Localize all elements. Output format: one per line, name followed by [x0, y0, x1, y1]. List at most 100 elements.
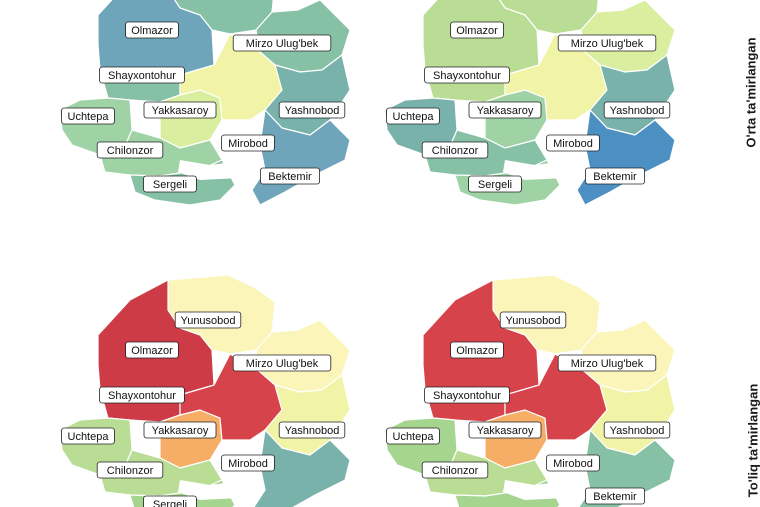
label-chilonzor: Chilonzor: [96, 141, 164, 159]
label-box: [232, 34, 332, 52]
map-panel-3: Yunusobod Olmazor Mirzo Ulug'bek Shayxontoh…: [59, 274, 351, 507]
label-text-mirzo: Mirzo Ulug'bek: [571, 358, 644, 370]
label-box: [278, 421, 346, 439]
label-box: [174, 311, 242, 329]
label-box: [450, 341, 504, 359]
label-yunusobod: Yunusobod: [499, 311, 567, 329]
label-box: [450, 21, 504, 39]
label-box: [421, 461, 489, 479]
label-box: [143, 101, 217, 119]
label-yakkasaroy: Yakkasaroy: [143, 421, 217, 439]
label-box: [603, 421, 671, 439]
label-yakkasaroy: Yakkasaroy: [143, 101, 217, 119]
label-text-sergeli: Sergeli: [478, 179, 512, 191]
district-bektemir: [253, 429, 351, 507]
label-box: [143, 175, 197, 193]
label-box: [557, 34, 657, 52]
label-text-olmazor: Olmazor: [131, 25, 173, 37]
row-label-bottom: To'liq ta'mirlangan: [745, 383, 760, 497]
label-text-chilonzor: Chilonzor: [107, 465, 154, 477]
label-yunusobod: Yunusobod: [174, 311, 242, 329]
label-box: [125, 21, 179, 39]
label-box: [424, 66, 510, 84]
label-shayxontohur: Shayxontohur: [99, 386, 185, 404]
label-text-shayxontohur: Shayxontohur: [433, 390, 501, 402]
label-text-bektemir: Bektemir: [593, 491, 637, 503]
label-text-mirzo: Mirzo Ulug'bek: [246, 38, 319, 50]
label-chilonzor: Chilonzor: [421, 141, 489, 159]
label-mirzo: Mirzo Ulug'bek: [557, 34, 657, 52]
label-box: [96, 461, 164, 479]
label-olmazor: Olmazor: [125, 341, 179, 359]
label-text-bektemir: Bektemir: [593, 171, 637, 183]
label-text-shayxontohur: Shayxontohur: [433, 70, 501, 82]
district-mirobod: [179, 33, 283, 121]
map-panel-1: Olmazor Shayxontohur Uchtepa Yakkasaroy Mirz…: [59, 0, 351, 206]
label-box: [584, 167, 645, 185]
label-text-olmazor: Olmazor: [456, 25, 498, 37]
label-text-yashnobod: Yashnobod: [610, 425, 665, 437]
label-text-yunusobod: Yunusobod: [180, 315, 235, 327]
label-yashnobod: Yashnobod: [603, 421, 671, 439]
label-text-chilonzor: Chilonzor: [107, 145, 154, 157]
label-box: [96, 141, 164, 159]
district-yakkasaroy: [159, 89, 223, 149]
label-mirobod: Mirobod: [546, 134, 600, 152]
label-uchtepa: Uchtepa: [386, 427, 440, 445]
label-text-uchtepa: Uchtepa: [393, 431, 435, 443]
label-text-yashnobod: Yashnobod: [285, 105, 340, 117]
label-box: [221, 134, 275, 152]
label-box: [584, 487, 645, 505]
label-box: [386, 107, 440, 125]
label-text-chilonzor: Chilonzor: [432, 145, 479, 157]
label-olmazor: Olmazor: [450, 341, 504, 359]
label-sergeli: Sergeli: [143, 495, 197, 507]
label-yashnobod: Yashnobod: [278, 421, 346, 439]
label-box: [603, 101, 671, 119]
label-box: [232, 354, 332, 372]
district-yakkasaroy: [484, 89, 548, 149]
label-text-mirzo: Mirzo Ulug'bek: [571, 38, 644, 50]
label-olmazor: Olmazor: [125, 21, 179, 39]
district-mirobod: [504, 353, 608, 441]
label-text-mirobod: Mirobod: [228, 458, 268, 470]
label-sergeli: Sergeli: [143, 175, 197, 193]
label-box: [143, 421, 217, 439]
label-text-olmazor: Olmazor: [131, 345, 173, 357]
label-chilonzor: Chilonzor: [96, 461, 164, 479]
label-yashnobod: Yashnobod: [603, 101, 671, 119]
label-box: [143, 495, 197, 507]
label-box: [468, 101, 542, 119]
label-bektemir: Bektemir: [584, 167, 645, 185]
label-mirobod: Mirobod: [221, 134, 275, 152]
label-text-uchtepa: Uchtepa: [68, 431, 110, 443]
label-box: [468, 175, 522, 193]
label-box: [546, 454, 600, 472]
label-box: [424, 386, 510, 404]
label-text-bektemir: Bektemir: [268, 171, 312, 183]
label-bektemir: Bektemir: [259, 167, 320, 185]
label-chilonzor: Chilonzor: [421, 461, 489, 479]
label-uchtepa: Uchtepa: [61, 107, 115, 125]
row-label-top: O'rta ta'mirlangan: [743, 37, 759, 148]
map-panel-2: Olmazor Shayxontohur Mirzo Ulug'bek Uchtepa…: [384, 0, 676, 206]
label-box: [125, 341, 179, 359]
label-box: [259, 167, 320, 185]
label-text-sergeli: Sergeli: [153, 499, 187, 507]
label-text-olmazor: Olmazor: [456, 345, 498, 357]
label-box: [421, 141, 489, 159]
district-mirobod: [504, 33, 608, 121]
label-sergeli: Sergeli: [468, 175, 522, 193]
label-shayxontohur: Shayxontohur: [424, 66, 510, 84]
label-yakkasaroy: Yakkasaroy: [468, 421, 542, 439]
label-mirobod: Mirobod: [221, 454, 275, 472]
label-text-shayxontohur: Shayxontohur: [108, 390, 176, 402]
river-gap: [178, 480, 265, 500]
label-text-uchtepa: Uchtepa: [393, 111, 435, 123]
label-text-mirobod: Mirobod: [553, 458, 593, 470]
label-box: [61, 107, 115, 125]
district-yakkasaroy: [484, 409, 548, 469]
label-text-uchtepa: Uchtepa: [68, 111, 110, 123]
label-mirzo: Mirzo Ulug'bek: [232, 354, 332, 372]
